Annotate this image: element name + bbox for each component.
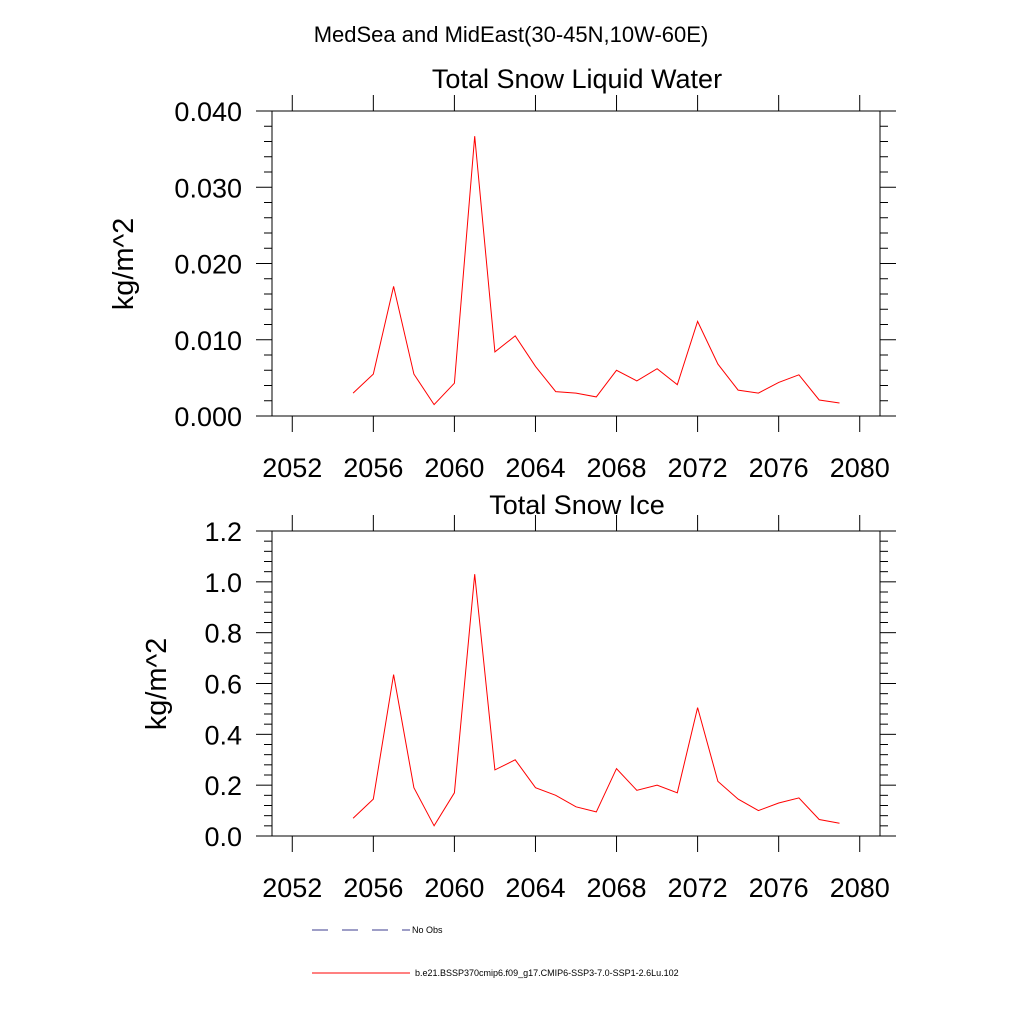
x-tick-label: 2072 bbox=[668, 873, 728, 903]
y-tick-label: 0.010 bbox=[174, 326, 242, 356]
x-tick-label: 2072 bbox=[668, 453, 728, 483]
x-tick-label: 2076 bbox=[749, 873, 809, 903]
chart-plot-area: 2052 2056 2060 2064 2068 2072 2076 2080 0.000 0.0… bbox=[174, 95, 896, 483]
x-tick-label: 2056 bbox=[343, 453, 403, 483]
x-tick-label: 2080 bbox=[830, 873, 890, 903]
y-tick-label: 1.0 bbox=[204, 568, 242, 598]
x-tick-label: 2068 bbox=[586, 873, 646, 903]
y-tick-label: 0.020 bbox=[174, 250, 242, 280]
x-tick-label: 2064 bbox=[505, 873, 565, 903]
y-axis-label: kg/m^2 bbox=[141, 638, 173, 731]
x-tick-label: 2060 bbox=[424, 873, 484, 903]
legend: No Obs b.e21.BSSP370cmip6.f09_g17.CMIP6-… bbox=[312, 925, 679, 978]
x-tick-label: 2064 bbox=[505, 453, 565, 483]
x-tick-label: 2052 bbox=[262, 873, 322, 903]
x-tick-label: 2076 bbox=[749, 453, 809, 483]
y-tick-label: 0.4 bbox=[204, 720, 242, 750]
chart-plot-area: 2052 2056 2060 2064 2068 2072 2076 2080 0.0 0.2 0.… bbox=[204, 515, 896, 903]
series-line bbox=[352, 136, 840, 406]
x-tick-label: 2060 bbox=[424, 453, 484, 483]
panel-snow-ice: Total Snow Ice kg/m^2 bbox=[141, 490, 665, 730]
y-tick-label: 0.8 bbox=[204, 619, 242, 649]
panel-title: Total Snow Ice bbox=[489, 490, 665, 520]
y-tick-label: 0.040 bbox=[174, 97, 242, 127]
y-tick-label: 0.030 bbox=[174, 173, 242, 203]
y-tick-label: 0.2 bbox=[204, 771, 242, 801]
panel-title: Total Snow Liquid Water bbox=[432, 64, 722, 94]
y-tick-label: 0.6 bbox=[204, 670, 242, 700]
y-tick-label: 0.000 bbox=[174, 402, 242, 432]
x-tick-label: 2052 bbox=[262, 453, 322, 483]
legend-label-model: b.e21.BSSP370cmip6.f09_g17.CMIP6-SSP3-7.… bbox=[415, 968, 679, 978]
legend-label-no-obs: No Obs bbox=[412, 925, 443, 935]
y-axis-label: kg/m^2 bbox=[108, 218, 140, 311]
x-tick-label: 2068 bbox=[586, 453, 646, 483]
x-tick-label: 2056 bbox=[343, 873, 403, 903]
x-tick-label: 2080 bbox=[830, 453, 890, 483]
series-line bbox=[352, 574, 840, 827]
figure-suptitle: MedSea and MidEast(30-45N,10W-60E) bbox=[314, 22, 709, 47]
y-tick-label: 0.0 bbox=[204, 822, 242, 852]
y-tick-label: 1.2 bbox=[204, 517, 242, 547]
panel-snow-liquid-water: Total Snow Liquid Water kg/m^2 bbox=[108, 64, 722, 310]
